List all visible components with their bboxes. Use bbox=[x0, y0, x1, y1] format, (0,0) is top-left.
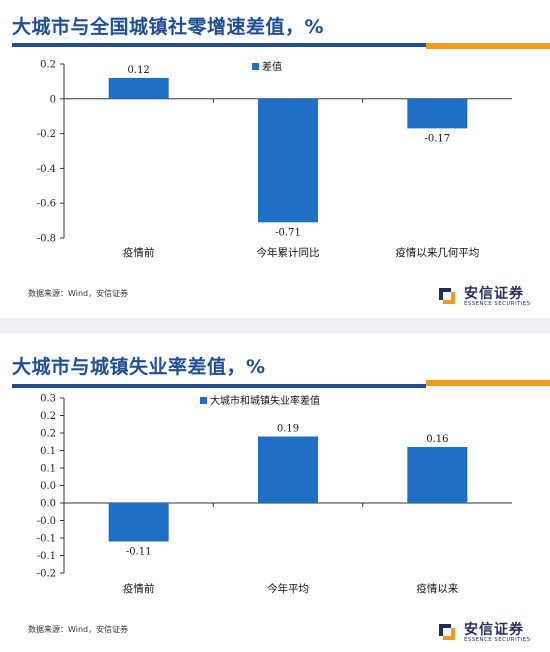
logo-mark-icon bbox=[439, 624, 455, 640]
y-tick-label: -0.4 bbox=[37, 164, 56, 175]
y-tick-label: -0.1 bbox=[37, 551, 56, 562]
category-label: 疫情以来几何平均 bbox=[395, 246, 479, 259]
source-note: 数据来源：Wind，安信证券 bbox=[28, 625, 129, 634]
y-tick-label: 0.2 bbox=[40, 411, 56, 422]
bar bbox=[108, 503, 169, 542]
title-rule bbox=[12, 384, 426, 388]
y-tick-label: -0.2 bbox=[37, 569, 56, 580]
bar bbox=[258, 98, 318, 223]
category-label: 疫情前 bbox=[123, 246, 155, 259]
logo: 安信证券 ESSENCE SECURITIES bbox=[436, 283, 546, 311]
logo-subtitle: ESSENCE SECURITIES bbox=[464, 301, 531, 307]
panel-separator bbox=[0, 318, 550, 333]
logo-name: 安信证券 bbox=[464, 286, 524, 302]
y-tick-label: 0.1 bbox=[40, 446, 56, 457]
y-tick-label: -0.2 bbox=[37, 129, 56, 140]
data-label: 0.12 bbox=[128, 65, 150, 76]
logo-name: 安信证券 bbox=[464, 622, 524, 638]
logo-subtitle: ESSENCE SECURITIES bbox=[464, 637, 531, 643]
y-tick-label: 0.2 bbox=[40, 429, 56, 440]
logo: 安信证券 ESSENCE SECURITIES bbox=[436, 619, 546, 647]
title-accent-rule bbox=[426, 380, 550, 386]
data-label: -0.71 bbox=[275, 227, 301, 238]
y-tick-label: 0 bbox=[50, 94, 56, 105]
category-label: 疫情以来 bbox=[416, 582, 458, 595]
category-label: 疫情前 bbox=[123, 582, 155, 595]
data-label: -0.17 bbox=[425, 133, 451, 144]
title-rule bbox=[12, 43, 426, 47]
bar bbox=[407, 98, 468, 129]
y-tick-label: -0.0 bbox=[37, 516, 56, 527]
chart-title: 大城市与城镇失业率差值，% bbox=[12, 356, 266, 378]
legend-swatch bbox=[200, 397, 207, 404]
data-label: 0.19 bbox=[277, 424, 299, 435]
bar-chart-retail: 0.2 0 -0.2 -0.4 -0.6 -0.8 0.12 疫情前 -0.71 今年累计同比 -0… bbox=[37, 60, 512, 259]
y-tick-label: 0.3 bbox=[40, 394, 56, 405]
y-tick-label: 0.2 bbox=[40, 60, 56, 71]
legend-label: 差值 bbox=[262, 60, 282, 73]
source-note: 数据来源：Wind，安信证券 bbox=[28, 289, 129, 298]
bar-chart-unemployment: 0.3 0.2 0.2 0.1 0.1 0.0 0.0 -0.0 -0.1 -0.1 -0.2 -0.… bbox=[37, 394, 512, 595]
bar bbox=[407, 447, 468, 503]
title-accent-rule bbox=[426, 43, 550, 49]
y-tick-label: -0.1 bbox=[37, 534, 56, 545]
category-label: 今年平均 bbox=[267, 582, 309, 595]
y-tick-label: -0.6 bbox=[37, 199, 56, 210]
data-label: -0.11 bbox=[126, 547, 152, 558]
chart-panel-unemployment: 大城市与城镇失业率差值，% 0.3 0.2 0.2 0.1 0.1 0.0 0.0 -0.0 -… bbox=[0, 333, 550, 652]
logo-mark-icon bbox=[439, 288, 455, 304]
legend-label: 大城市和城镇失业率差值 bbox=[210, 394, 320, 407]
bar bbox=[258, 436, 318, 503]
chart-title: 大城市与全国城镇社零增速差值，% bbox=[12, 16, 325, 38]
chart-panel-retail: 大城市与全国城镇社零增速差值，% 0.2 0 -0.2 -0.4 -0.6 -0.8 0.1… bbox=[0, 0, 550, 318]
legend-swatch bbox=[252, 63, 259, 70]
y-tick-label: 0.1 bbox=[40, 464, 56, 475]
y-tick-label: -0.8 bbox=[37, 234, 56, 245]
bar bbox=[108, 77, 169, 99]
data-label: 0.16 bbox=[426, 434, 448, 445]
category-label: 今年累计同比 bbox=[257, 246, 320, 259]
y-tick-label: 0.0 bbox=[40, 481, 56, 492]
y-tick-label: 0.0 bbox=[40, 499, 56, 510]
